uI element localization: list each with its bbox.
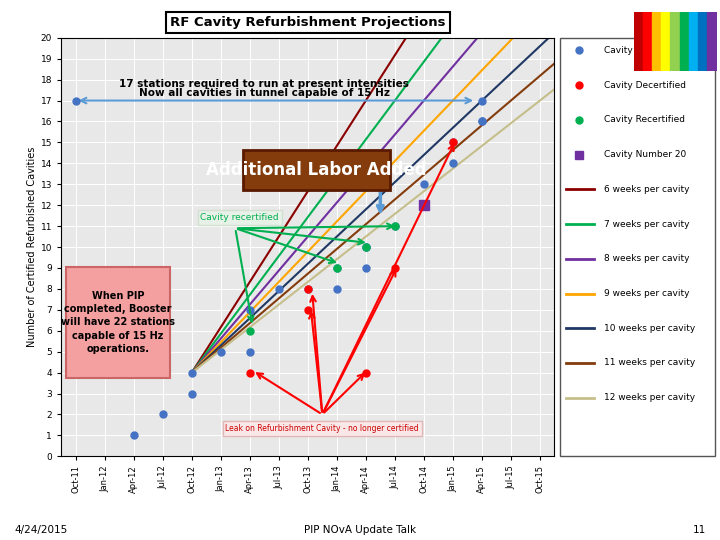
FancyBboxPatch shape <box>66 267 170 378</box>
Text: 9 weeks per cavity: 9 weeks per cavity <box>603 289 689 298</box>
Text: 10 weeks per cavity: 10 weeks per cavity <box>603 324 695 333</box>
Text: Additional Labor Added: Additional Labor Added <box>206 160 427 179</box>
Text: PIP NOvA Update Talk: PIP NOvA Update Talk <box>304 524 416 535</box>
Text: Cavity recertified: Cavity recertified <box>200 213 279 222</box>
Text: 6 weeks per cavity: 6 weeks per cavity <box>603 185 689 194</box>
Text: When PIP
completed, Booster
will have 22 stations
capable of 15 Hz
operations.: When PIP completed, Booster will have 22… <box>60 291 175 354</box>
Text: 4/24/2015: 4/24/2015 <box>14 524 68 535</box>
Text: 17 stations required to run at present intensities: 17 stations required to run at present i… <box>120 79 409 89</box>
Text: Cavity Recertified: Cavity Recertified <box>603 116 685 124</box>
Text: RF Cavity Refurbishment Projections: RF Cavity Refurbishment Projections <box>170 16 446 29</box>
Text: 11 weeks per cavity: 11 weeks per cavity <box>603 359 695 368</box>
Text: Cavity Certified: Cavity Certified <box>603 46 674 55</box>
Text: 11: 11 <box>693 524 706 535</box>
Text: Leak on Refurbishment Cavity - no longer certified: Leak on Refurbishment Cavity - no longer… <box>225 424 419 433</box>
Text: Cavity Number 20: Cavity Number 20 <box>603 150 685 159</box>
Text: Now all cavities in tunnel capable of 15 Hz: Now all cavities in tunnel capable of 15… <box>139 89 390 98</box>
Text: Cavity Decertified: Cavity Decertified <box>603 80 685 90</box>
FancyBboxPatch shape <box>243 150 390 190</box>
Text: 8 weeks per cavity: 8 weeks per cavity <box>603 254 689 264</box>
Y-axis label: Number of Certified Refurbished Cavities: Number of Certified Refurbished Cavities <box>27 147 37 347</box>
Text: 12 weeks per cavity: 12 weeks per cavity <box>603 393 695 402</box>
Text: 7 weeks per cavity: 7 weeks per cavity <box>603 220 689 228</box>
